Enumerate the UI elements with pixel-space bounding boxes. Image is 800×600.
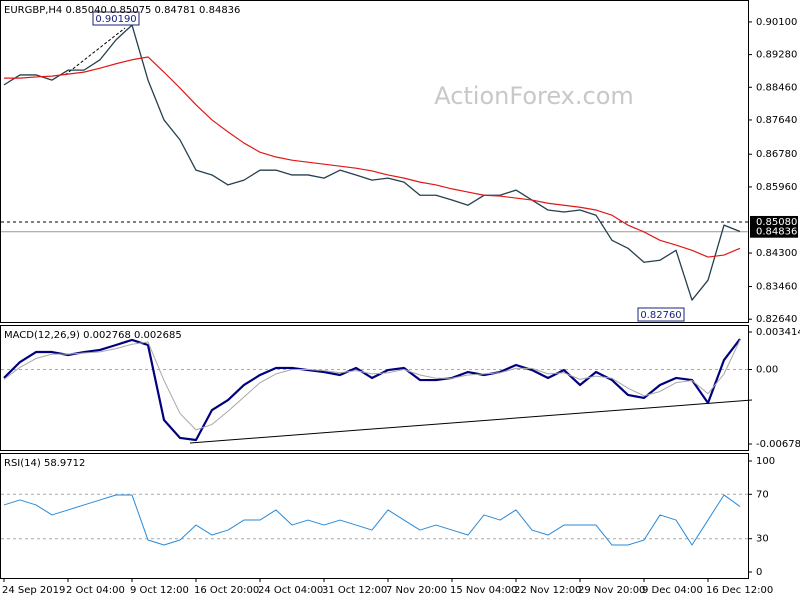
y-tick-label: 70 [756, 489, 769, 500]
panel-frame [0, 325, 749, 451]
low-label: 0.82760 [640, 310, 681, 321]
x-tick-label: 2 Oct 04:00 [66, 585, 125, 596]
y-tick-label: 0.83460 [756, 282, 797, 293]
y-tick-label: 0.89280 [756, 50, 797, 61]
trend-line [64, 27, 126, 76]
y-tick-label: 0.90100 [756, 17, 797, 28]
x-tick-label: 31 Oct 12:00 [322, 585, 387, 596]
y-tick-label: 0.003414 [756, 327, 800, 338]
y-tick-label: 0.00 [756, 364, 778, 375]
price-label: 0.84836 [756, 227, 797, 238]
low-label-box [637, 307, 685, 322]
panel-title: MACD(12,26,9) 0.002768 0.002685 [4, 330, 182, 341]
price-label: 0.85080 [756, 217, 797, 228]
panel-frame [0, 0, 749, 323]
x-tick-label: 16 Oct 20:00 [194, 585, 259, 596]
y-tick-label: 0.85960 [756, 182, 797, 193]
x-tick-label: 29 Nov 20:00 [578, 585, 645, 596]
y-tick-label: 0.86780 [756, 149, 797, 160]
y-tick-label: 30 [756, 534, 769, 545]
panel-title: RSI(14) 58.9712 [4, 458, 85, 469]
x-tick-label: 7 Nov 20:00 [386, 585, 447, 596]
x-tick-label: 9 Oct 12:00 [130, 585, 189, 596]
y-tick-label: 0 [756, 567, 762, 578]
series-line [4, 56, 741, 258]
trend-line [189, 399, 753, 444]
x-tick-label: 9 Dec 04:00 [642, 585, 703, 596]
panel-title: EURGBP,H4 0.85040 0.85075 0.84781 0.8483… [4, 5, 240, 16]
high-label-box [92, 11, 140, 26]
series-line [3, 494, 741, 546]
watermark: ActionForex.com [434, 82, 634, 110]
panel-frame [0, 453, 749, 579]
y-tick-label: -0.006783 [756, 439, 800, 450]
x-tick-label: 16 Dec 12:00 [706, 585, 773, 596]
x-tick-label: 15 Nov 04:00 [450, 585, 517, 596]
x-tick-label: 22 Nov 12:00 [514, 585, 581, 596]
series-line [3, 338, 741, 442]
price-box [750, 225, 798, 238]
high-label: 0.90190 [95, 14, 136, 25]
price-box [750, 215, 798, 228]
y-tick-label: 0.88460 [756, 82, 797, 93]
series-line [3, 24, 741, 301]
y-tick-label: 0.82640 [756, 314, 797, 325]
y-tick-label: 0.84300 [756, 248, 797, 259]
x-tick-label: 24 Sep 2019 [2, 585, 65, 596]
y-tick-label: 100 [756, 456, 775, 467]
series-line [3, 339, 741, 431]
x-tick-label: 24 Oct 04:00 [258, 585, 323, 596]
y-tick-label: 0.87640 [756, 115, 797, 126]
